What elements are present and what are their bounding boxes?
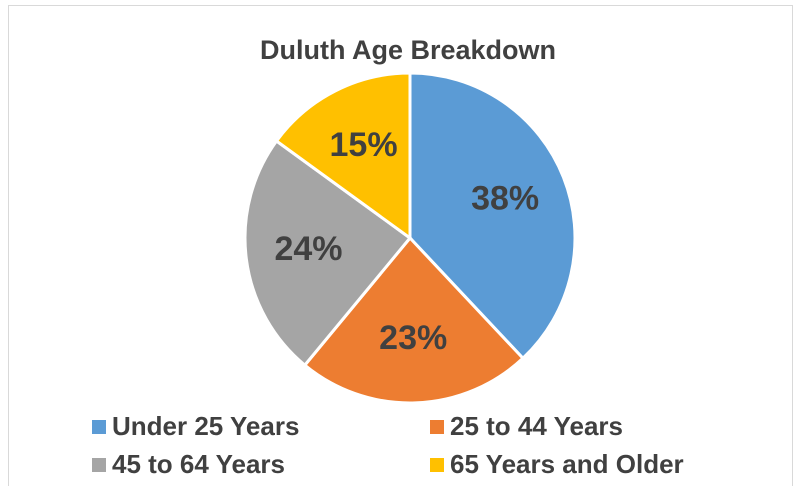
legend-label: 65 Years and Older bbox=[450, 449, 684, 479]
legend-swatch bbox=[92, 420, 106, 434]
data-label: 15% bbox=[330, 126, 398, 164]
legend-swatch bbox=[430, 458, 444, 472]
pie-slice bbox=[274, 71, 412, 241]
legend-swatch bbox=[92, 458, 106, 472]
data-label: 38% bbox=[471, 179, 539, 217]
chart-title: Duluth Age Breakdown bbox=[260, 35, 556, 65]
legend-label: 25 to 44 Years bbox=[450, 411, 623, 441]
pie-slice bbox=[302, 235, 526, 405]
legend-label: Under 25 Years bbox=[112, 411, 299, 441]
legend-swatch bbox=[430, 420, 444, 434]
legend-label: 45 to 64 Years bbox=[112, 449, 285, 479]
data-label: 23% bbox=[379, 319, 447, 357]
data-label: 24% bbox=[274, 230, 342, 268]
pie-slice bbox=[243, 138, 413, 368]
pie-slice bbox=[408, 71, 577, 361]
